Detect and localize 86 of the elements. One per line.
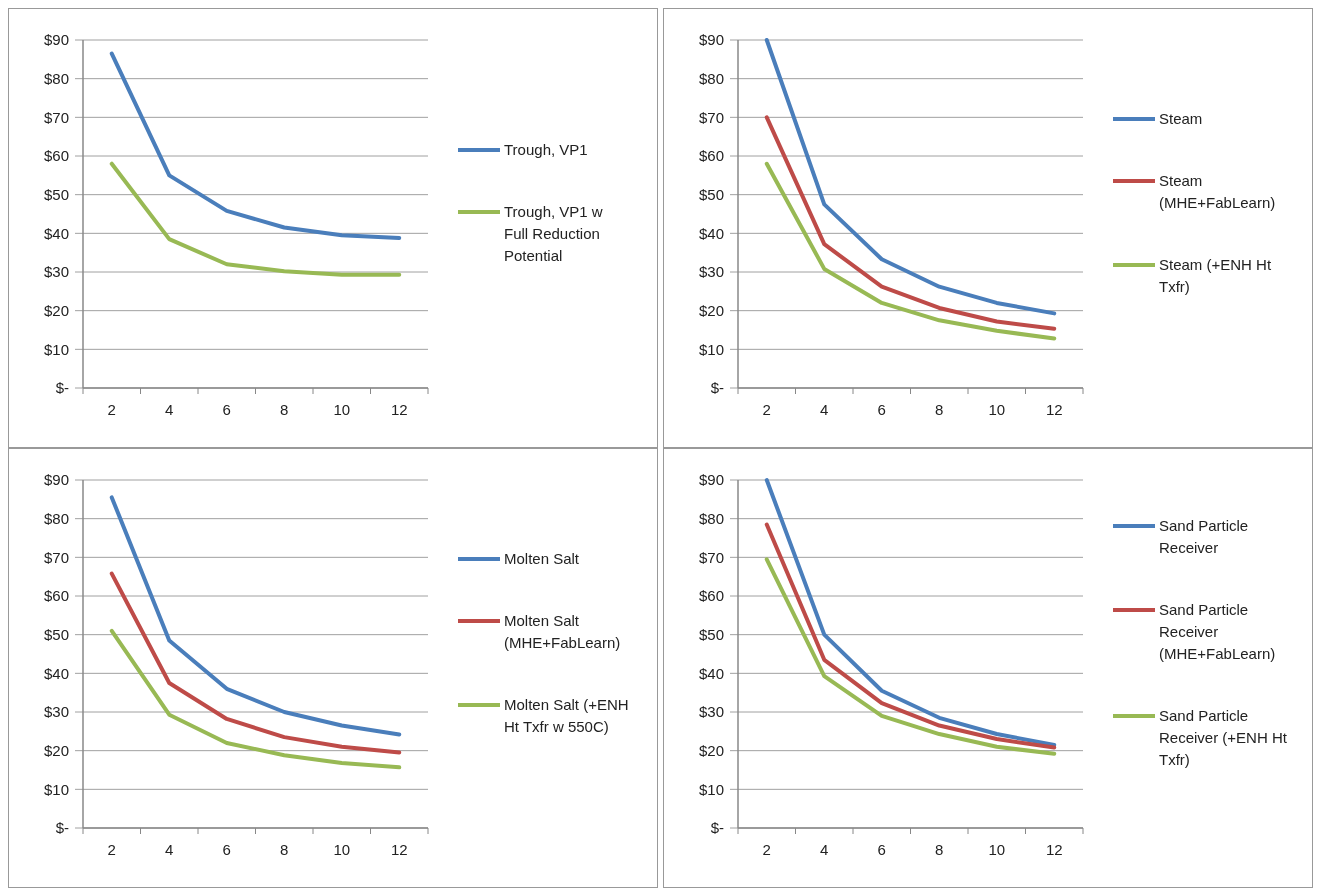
y-tick-label: $40 [43, 664, 69, 682]
x-tick-label: 10 [333, 841, 351, 858]
legend-label: Steam (+ENH Ht Txfr) [1159, 256, 1272, 296]
line-series [109, 161, 402, 277]
y-tick-label: $80 [43, 69, 69, 87]
y-tick-label: $10 [698, 780, 724, 798]
x-tick-label: 2 [107, 401, 116, 418]
legend-label: Molten Salt [504, 550, 580, 568]
legend-label: Molten Salt (MHE+FabLearn) [504, 612, 621, 652]
y-tick-label: $20 [43, 301, 69, 319]
line-series [764, 38, 1057, 316]
y-tick-label: $50 [43, 625, 69, 643]
legend-label: Trough, VP1 [504, 141, 588, 159]
x-tick-label: 8 [935, 401, 944, 418]
line-series [109, 571, 402, 755]
line-series [764, 115, 1057, 331]
y-tick-label: $40 [698, 224, 724, 242]
y-tick-label: $90 [698, 31, 724, 49]
x-tick-label: 6 [877, 401, 886, 418]
y-tick-label: $90 [698, 471, 724, 489]
legend-label: Sand Particle Receiver (MHE+FabLearn) [1159, 601, 1276, 663]
line-series [764, 557, 1057, 756]
x-tick-label: 4 [165, 841, 174, 858]
y-tick-label: $40 [43, 224, 69, 242]
y-tick-label: $60 [43, 587, 69, 605]
y-tick-label: $30 [43, 263, 69, 281]
y-tick-label: $70 [698, 548, 724, 566]
legend-label: Trough, VP1 w Full Reduction Potential [504, 203, 603, 265]
y-tick-label: $- [55, 379, 69, 397]
y-tick-label: $- [55, 819, 69, 837]
y-tick-label: $80 [698, 509, 724, 527]
x-tick-label: 6 [222, 841, 231, 858]
y-tick-label: $10 [698, 340, 724, 358]
line-series [764, 522, 1057, 750]
x-tick-label: 6 [222, 401, 231, 418]
line-series [764, 161, 1057, 341]
legend-label: Sand Particle Receiver [1159, 517, 1249, 557]
y-tick-label: $80 [43, 509, 69, 527]
y-tick-label: $90 [43, 31, 69, 49]
y-tick-label: $20 [43, 741, 69, 759]
x-tick-label: 2 [107, 841, 116, 858]
x-tick-label: 2 [762, 401, 771, 418]
y-tick-label: $10 [43, 340, 69, 358]
y-tick-label: $60 [43, 147, 69, 165]
y-tick-label: $20 [698, 741, 724, 759]
y-tick-label: $- [710, 819, 724, 837]
x-tick-label: 10 [988, 841, 1006, 858]
x-tick-label: 4 [820, 841, 829, 858]
x-tick-label: 12 [390, 841, 408, 858]
line-series [109, 628, 402, 770]
x-tick-label: 4 [165, 401, 174, 418]
legend-label: Steam (MHE+FabLearn) [1159, 172, 1276, 212]
x-tick-label: 12 [1045, 841, 1063, 858]
y-tick-label: $10 [43, 780, 69, 798]
y-tick-label: $50 [698, 625, 724, 643]
y-tick-label: $60 [698, 147, 724, 165]
x-tick-label: 10 [988, 401, 1006, 418]
x-tick-label: 6 [877, 841, 886, 858]
x-tick-label: 8 [280, 401, 289, 418]
y-tick-label: $30 [698, 263, 724, 281]
y-tick-label: $70 [43, 108, 69, 126]
y-tick-label: $90 [43, 471, 69, 489]
x-tick-label: 8 [935, 841, 944, 858]
y-tick-label: $- [710, 379, 724, 397]
legend-label: Sand Particle Receiver (+ENH Ht Txfr) [1159, 707, 1288, 769]
y-tick-label: $30 [698, 703, 724, 721]
x-tick-label: 8 [280, 841, 289, 858]
x-tick-label: 2 [762, 841, 771, 858]
y-tick-label: $40 [698, 664, 724, 682]
y-tick-label: $50 [698, 185, 724, 203]
y-tick-label: $60 [698, 587, 724, 605]
x-tick-label: 12 [1045, 401, 1063, 418]
y-tick-label: $80 [698, 69, 724, 87]
y-tick-label: $20 [698, 301, 724, 319]
legend-label: Molten Salt (+ENH Ht Txfr w 550C) [504, 696, 629, 736]
y-tick-label: $70 [698, 108, 724, 126]
line-series [109, 495, 402, 737]
y-tick-label: $30 [43, 703, 69, 721]
line-series [764, 478, 1057, 747]
line-series [109, 51, 402, 240]
legend-label: Steam [1159, 110, 1203, 128]
x-tick-label: 4 [820, 401, 829, 418]
x-tick-label: 10 [333, 401, 351, 418]
y-tick-label: $50 [43, 185, 69, 203]
x-tick-label: 12 [390, 401, 408, 418]
y-tick-label: $70 [43, 548, 69, 566]
